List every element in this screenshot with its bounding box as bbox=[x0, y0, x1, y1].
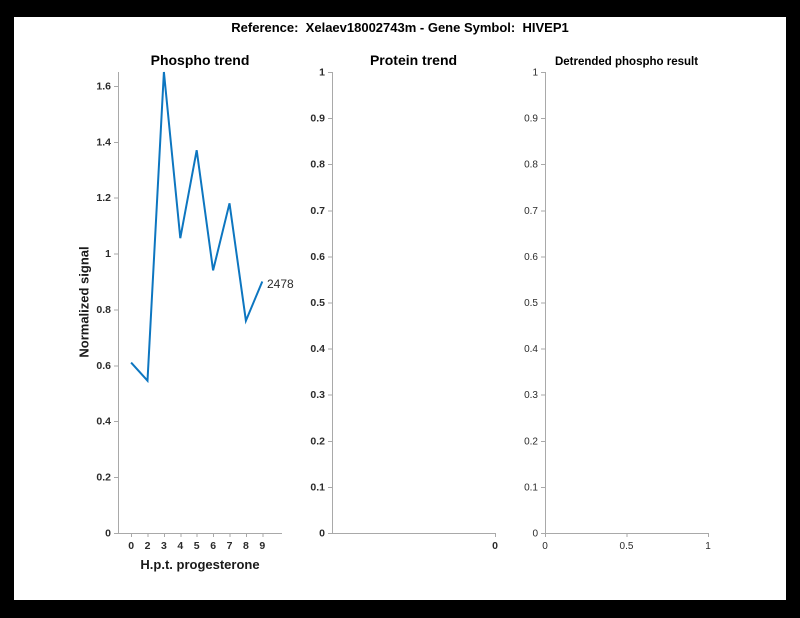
x-tick-label: 0 bbox=[542, 541, 548, 552]
y-tick-label: 0.3 bbox=[310, 389, 325, 401]
y-tick-label: 0.9 bbox=[524, 114, 538, 125]
x-tick-label: 8 bbox=[243, 540, 249, 552]
y-tick-label: 0.5 bbox=[524, 298, 538, 309]
y-tick-label: 0.8 bbox=[524, 160, 538, 171]
x-tick-label: 1 bbox=[705, 541, 711, 552]
y-tick-label: 0.9 bbox=[310, 113, 325, 125]
y-tick-label: 1 bbox=[532, 68, 538, 79]
y-tick-label: 0 bbox=[319, 528, 325, 540]
phospho-trend-title: Phospho trend bbox=[150, 52, 250, 68]
y-tick-label: 0.1 bbox=[310, 481, 325, 493]
y-tick-label: 1 bbox=[105, 248, 111, 260]
y-tick-label: 0.6 bbox=[310, 251, 325, 263]
y-tick-label: 0.2 bbox=[310, 435, 325, 447]
axes-svg: 0 0.1 0.2 0.3 0.4 0.5 0.6 0.7 0.8 0.9 1 0 bbox=[310, 67, 498, 553]
y-tick-label: 0.7 bbox=[310, 205, 325, 217]
y-tick-label: 0.8 bbox=[96, 304, 111, 316]
x-tick-label: 0.5 bbox=[620, 541, 634, 552]
x-tick-label: 7 bbox=[227, 540, 233, 552]
x-tick-label: 9 bbox=[259, 540, 265, 552]
y-tick-label: 0.6 bbox=[96, 360, 111, 372]
axes-svg: 0 0.1 0.2 0.3 0.4 0.5 0.6 0.7 0.8 0.9 1 0 0.5 1 bbox=[524, 68, 711, 553]
y-tick-label: 0.4 bbox=[96, 416, 111, 428]
y-tick-label: 1.4 bbox=[96, 136, 111, 148]
y-tick-label: 0.1 bbox=[524, 482, 538, 493]
y-tick-label: 0.4 bbox=[524, 344, 538, 355]
y-tick-label: 0.2 bbox=[96, 472, 111, 484]
y-tick-label: 0.2 bbox=[524, 436, 538, 447]
x-tick-label: 5 bbox=[194, 540, 200, 552]
figure-canvas bbox=[14, 17, 786, 600]
y-tick-label: 1 bbox=[319, 67, 325, 79]
y-tick-label: 0.6 bbox=[524, 252, 538, 263]
x-tick-label: 2 bbox=[145, 540, 151, 552]
y-tick-label: 0.7 bbox=[524, 206, 538, 217]
x-axis-label: H.p.t. progesterone bbox=[140, 557, 260, 572]
y-tick-label: 0.4 bbox=[310, 343, 325, 355]
detrended-phospho-title: Detrended phospho result bbox=[554, 56, 699, 68]
y-tick-label: 0 bbox=[532, 529, 538, 540]
axes-svg: 00.20.40.60.811.21.41.60 2 3 4 5 6 7 8 9 bbox=[96, 71, 282, 552]
x-tick-label: 6 bbox=[210, 540, 216, 552]
figure-title: Reference: Xelaev18002743m - Gene Symbol… bbox=[231, 20, 569, 35]
protein-trend-title: Protein trend bbox=[369, 52, 458, 68]
y-tick-label: 0 bbox=[105, 528, 111, 540]
point-annotation: 2478 bbox=[267, 277, 294, 291]
y-tick-label: 0.8 bbox=[310, 159, 325, 171]
phospho-trend-axes: 0 0.2 0.4 0.6 0.8 1 1.2 1.4 1.6 0 2 3 4 5 6 7 8 9 bbox=[73, 62, 322, 583]
x-tick-label: 0 bbox=[492, 540, 498, 552]
y-tick-label: 1.2 bbox=[96, 192, 111, 204]
y-tick-label: 1.6 bbox=[96, 80, 111, 92]
y-tick-label: 0.3 bbox=[524, 390, 538, 401]
y-tick-label: 0.5 bbox=[310, 297, 325, 309]
x-tick-label: 3 bbox=[161, 540, 167, 552]
detrended-phospho-axes: 0 0.1 0.2 0.3 0.4 0.5 0.6 0.7 0.8 0.9 1 0 0.5 1 bbox=[500, 62, 748, 583]
x-tick-label: 4 bbox=[177, 540, 183, 552]
x-tick-label: 0 bbox=[128, 540, 134, 552]
trend-line bbox=[130, 71, 264, 384]
protein-trend-axes: 0 0.1 0.2 0.3 0.4 0.5 0.6 0.7 0.8 0.9 1 0 bbox=[287, 62, 535, 583]
